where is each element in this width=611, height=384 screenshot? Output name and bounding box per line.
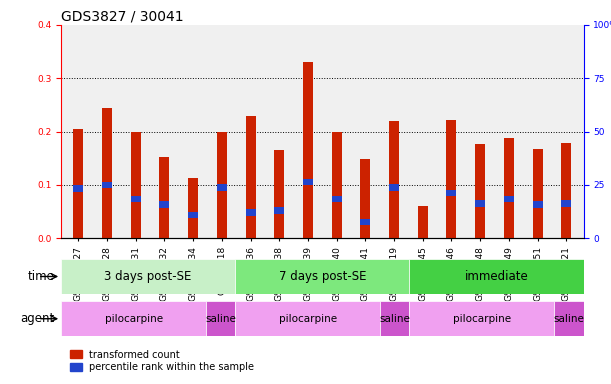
Bar: [131, 196, 141, 202]
Bar: [188, 178, 198, 238]
Bar: [235, 259, 409, 294]
Bar: [533, 149, 543, 238]
Text: pilocarpine: pilocarpine: [279, 314, 337, 324]
Bar: [332, 196, 342, 202]
Bar: [360, 219, 370, 225]
Bar: [562, 143, 571, 238]
Text: pilocarpine: pilocarpine: [453, 314, 511, 324]
Bar: [504, 138, 514, 238]
Bar: [217, 184, 227, 191]
Text: agent: agent: [21, 312, 55, 325]
Text: time: time: [28, 270, 55, 283]
Bar: [159, 157, 169, 238]
Text: pilocarpine: pilocarpine: [104, 314, 163, 324]
Bar: [475, 200, 485, 207]
Bar: [389, 121, 399, 238]
Bar: [206, 301, 235, 336]
Bar: [303, 179, 313, 185]
Bar: [533, 201, 543, 208]
Text: 3 days post-SE: 3 days post-SE: [104, 270, 192, 283]
Bar: [217, 131, 227, 238]
Bar: [360, 159, 370, 238]
Text: GDS3827 / 30041: GDS3827 / 30041: [61, 10, 184, 24]
Text: 7 days post-SE: 7 days post-SE: [279, 270, 366, 283]
Bar: [102, 182, 112, 188]
Bar: [504, 196, 514, 202]
Bar: [447, 120, 456, 238]
Bar: [389, 184, 399, 191]
Bar: [131, 131, 141, 238]
Bar: [61, 259, 235, 294]
Bar: [73, 185, 83, 192]
Bar: [73, 129, 83, 238]
Bar: [61, 301, 206, 336]
Bar: [555, 301, 584, 336]
Legend: transformed count, percentile rank within the sample: transformed count, percentile rank withi…: [66, 346, 258, 376]
Bar: [332, 131, 342, 238]
Bar: [159, 201, 169, 208]
Bar: [475, 144, 485, 238]
Bar: [246, 116, 255, 238]
Text: saline: saline: [379, 314, 411, 324]
Bar: [102, 108, 112, 238]
Bar: [409, 259, 584, 294]
Text: saline: saline: [205, 314, 236, 324]
Bar: [380, 301, 409, 336]
Bar: [562, 200, 571, 207]
Bar: [409, 301, 555, 336]
Text: saline: saline: [554, 314, 585, 324]
Text: immediate: immediate: [464, 270, 529, 283]
Bar: [303, 62, 313, 238]
Bar: [274, 207, 284, 214]
Bar: [235, 301, 380, 336]
Bar: [447, 190, 456, 196]
Bar: [246, 209, 255, 216]
Bar: [188, 212, 198, 218]
Bar: [274, 150, 284, 238]
Bar: [418, 206, 428, 238]
